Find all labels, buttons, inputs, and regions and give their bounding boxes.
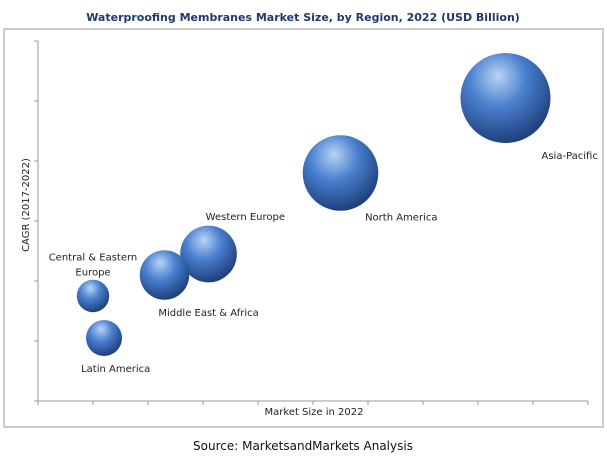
bubble-latin-america	[86, 320, 122, 356]
bubble-north-america	[302, 135, 379, 211]
bubble-label-latin-america: Latin America	[81, 364, 150, 375]
bubble-label-central-and-eastern-europe: Central & Eastern Europe	[49, 252, 138, 278]
bubble-label-north-america: North America	[365, 212, 437, 223]
bubble-label-western-europe: Western Europe	[206, 212, 285, 223]
bubble-labels: Asia-Pacific North America Western Europe M…	[49, 151, 598, 375]
bubbles	[76, 53, 551, 356]
bubble-central-and-eastern-europe	[76, 279, 110, 313]
axes	[34, 40, 589, 405]
x-axis-label: Market Size in 2022	[264, 407, 363, 418]
chart-title: Waterproofing Membranes Market Size, by …	[86, 11, 520, 24]
bubble-label-asia-pacific: Asia-Pacific	[542, 151, 598, 162]
y-axis-label: CAGR (2017-2022)	[21, 158, 32, 252]
source-note: Source: MarketsandMarkets Analysis	[193, 439, 413, 453]
bubble-western-europe	[180, 225, 237, 283]
bubble-middle-east-and-africa	[139, 250, 190, 300]
bubble-label-middle-east-and-africa: Middle East & Africa	[158, 308, 258, 319]
plot-frame	[3, 28, 604, 428]
bubble-asia-pacific	[460, 53, 551, 143]
